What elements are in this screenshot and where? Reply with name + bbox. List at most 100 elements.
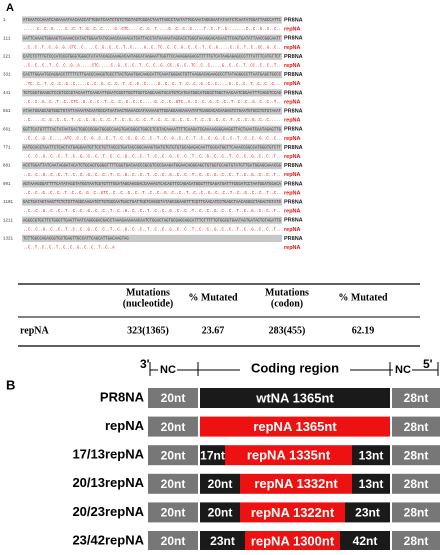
segment <box>200 502 240 523</box>
seq-name: repNA <box>284 81 301 87</box>
segment-label: 20nt <box>208 506 233 520</box>
row-number: 771 <box>3 147 11 151</box>
seq-name: repNA <box>284 136 301 142</box>
row-number: 1211 <box>3 219 14 223</box>
seq-highlight <box>22 198 282 206</box>
segment <box>392 445 440 466</box>
panel-label: A <box>6 2 14 14</box>
seq-highlight <box>22 89 282 97</box>
seq-highlight <box>22 16 282 24</box>
row-number: 221 <box>3 56 11 60</box>
row-number: 1101 <box>3 201 14 205</box>
table-cell: repNA <box>20 325 49 336</box>
seq-name: PR8NA <box>284 181 303 187</box>
row-number: 331 <box>3 74 11 78</box>
sequence: ACCTGGATTATCAATAGGATACATCTGCAGTGGGGTTTTC… <box>23 165 281 169</box>
seq-name: repNA <box>284 99 301 105</box>
seq-name: repNA <box>284 27 301 33</box>
segment-label: 23nt <box>210 534 235 548</box>
segment <box>392 473 440 494</box>
segment-label: 20nt <box>161 420 186 434</box>
segment <box>200 388 390 408</box>
sequence: ..C..C..G..C..C..T..C..C..G..C..GTC..C..… <box>23 192 281 196</box>
seq-highlight <box>22 34 282 42</box>
seq-name: repNA <box>284 172 301 178</box>
nc-label: NC <box>160 364 176 376</box>
segment <box>240 473 352 494</box>
segment <box>148 473 198 494</box>
seq-highlight <box>22 143 282 151</box>
row-number: 551 <box>3 110 11 114</box>
segment <box>352 445 390 466</box>
segment <box>392 502 440 523</box>
end-label: 3' <box>140 357 150 371</box>
segment-label: 23nt <box>355 506 380 520</box>
segment <box>200 416 390 437</box>
sequence: ..C.....C..G..C..C..T..C..C..G..C..C..T.… <box>23 119 281 123</box>
sequence: ..C..C..G..C..T..C..CTC..G..C..C..T..C..… <box>23 101 281 105</box>
seq-name: repNA <box>284 245 301 251</box>
segment <box>392 531 440 551</box>
sequence: GACTGATAGTAAGTTCTCTGTTAGGCAAGATGTTGTGGCA… <box>23 201 281 205</box>
segment-label: 13nt <box>359 448 384 462</box>
table-cell: 323(1365) <box>127 325 169 336</box>
construct-name: 17/13repNA <box>72 447 144 462</box>
segment-label: repNA 1365nt <box>253 419 337 434</box>
nc-label: NC <box>395 364 411 376</box>
seq-name: repNA <box>284 118 301 124</box>
segment-label: 20nt <box>161 448 186 462</box>
seq-name: PR8NA <box>284 90 303 96</box>
sequence: TGTCGGTGAAGCTCCGTCCCGTACAATTCAAGATTGAATC… <box>23 92 281 96</box>
sequence: ..C..C..G..C..C..T..C..C..G..C..C..T..C.… <box>23 174 281 178</box>
segment-label: 20nt <box>161 534 186 548</box>
seq-highlight <box>22 52 282 60</box>
segment-label: 42nt <box>353 534 378 548</box>
panel-label: B <box>6 377 15 392</box>
table-header: Mutations <box>265 287 309 298</box>
sequence: ..C..C..G..C.....ATC..C..C..G..C..C..T..… <box>23 137 281 141</box>
sequence: ATAATGGAGCAGTGGCTGTATTAAAATACAATGGCATAAT… <box>23 110 281 114</box>
segment-label: repNA 1332nt <box>254 476 338 491</box>
seq-highlight <box>22 162 282 170</box>
end-label: 5' <box>423 357 433 371</box>
segment-label: 20nt <box>208 477 233 491</box>
sequence: ..TC..C..T..C..C..G..C.....C..C..G..C..C… <box>23 83 281 87</box>
coding-label: Coding region <box>251 360 339 375</box>
table-header: % Mutated <box>338 292 388 303</box>
seq-highlight <box>22 71 282 79</box>
sequence: ..C..C..G..C..C..T..C..C..G..C..C..T..C.… <box>23 228 281 232</box>
sequence: ......C..C..G.....C..C..T..G..C..C.....G… <box>23 28 281 32</box>
segment-label: 28nt <box>404 534 429 548</box>
seq-highlight <box>22 125 282 133</box>
segment <box>392 416 440 437</box>
seq-name: repNA <box>284 63 301 69</box>
segment-label: 28nt <box>404 391 429 405</box>
seq-highlight <box>22 234 282 242</box>
segment <box>340 531 390 551</box>
segment <box>392 388 440 408</box>
header: 3' NC Coding region NC 5' <box>140 357 439 376</box>
row-number: 1 <box>3 19 6 23</box>
seq-name: PR8NA <box>284 108 303 114</box>
seq-name: PR8NA <box>284 218 303 224</box>
sequence: GGTTCATGTTTTACTATAATGACTGGCCCGGATGGGCCAA… <box>23 128 281 132</box>
segment <box>225 445 352 466</box>
segment <box>148 388 198 408</box>
sequence: AATTCAAACTGGAAGTCAAAACCATACTGGAATATGCAAC… <box>23 37 281 41</box>
seq-name: repNA <box>284 209 301 215</box>
segment-label: 17nt <box>200 448 225 462</box>
sequence: CATCTCTTTGTCCCATCCGTGGGTGGGCTATATACAGCAA… <box>23 56 281 60</box>
row-number: 881 <box>3 165 11 169</box>
seq-name: repNA <box>284 45 301 51</box>
sequence: ..C..C..T..C..G..G..CTC..C.....C..G..C..… <box>23 46 281 50</box>
construct-name: repNA <box>105 418 145 433</box>
segment <box>345 502 390 523</box>
segment <box>148 445 198 466</box>
construct-name: 23/42repNA <box>72 532 144 547</box>
segment-label: 28nt <box>404 420 429 434</box>
seq-name: PR8NA <box>284 36 303 42</box>
segment-label: 28nt <box>404 448 429 462</box>
table-header: % Mutated <box>188 292 238 303</box>
construct-name: PR8NA <box>100 389 145 404</box>
seq-name: repNA <box>284 190 301 196</box>
